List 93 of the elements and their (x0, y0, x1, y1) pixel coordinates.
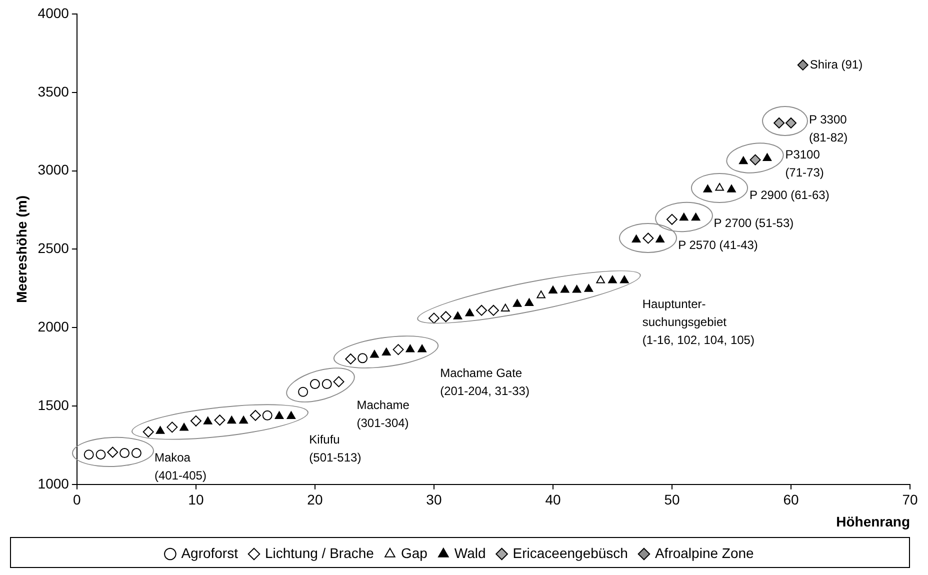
point (322, 379, 332, 390)
point (166, 422, 178, 433)
annotation: P3100 (71-73) (785, 148, 824, 180)
point (392, 344, 404, 356)
point (274, 411, 284, 419)
annotation: Shira (91) (810, 57, 863, 72)
annotation: P 2900 (61-63) (749, 188, 830, 202)
point (596, 276, 605, 284)
point (738, 156, 748, 164)
point (476, 304, 488, 316)
point (620, 276, 629, 284)
point (656, 234, 664, 243)
y-tick-label: 3000 (38, 162, 70, 178)
legend-label: Wald (454, 544, 486, 561)
point (750, 154, 761, 166)
x-axis-title: Höhenrang (836, 513, 910, 530)
point (406, 344, 415, 352)
point (418, 344, 426, 352)
point (190, 415, 202, 426)
point (584, 284, 594, 292)
point (548, 286, 558, 294)
point (453, 312, 462, 320)
point (107, 446, 118, 458)
point (762, 153, 772, 162)
point (84, 450, 94, 460)
annotation: P 2700 (51-53) (714, 216, 794, 230)
point (250, 410, 261, 421)
point (286, 411, 296, 419)
annotation: Kifufu (501-513) (309, 432, 362, 465)
legend-label: Gap (400, 544, 428, 561)
point (500, 304, 510, 312)
point (239, 416, 248, 424)
legend-label: Ericaceengebüsch (512, 544, 628, 561)
annotation: P 2570 (41-43) (678, 238, 758, 252)
annotation: Machame (301-304) (356, 398, 410, 430)
y-tick-label: 1500 (38, 396, 70, 413)
point (214, 414, 226, 426)
x-tick-label: 40 (545, 492, 561, 508)
point (488, 304, 499, 316)
point (608, 276, 617, 284)
point (560, 284, 570, 293)
point (180, 422, 188, 431)
point (370, 350, 379, 358)
point (227, 416, 236, 424)
point (666, 214, 678, 225)
x-tick-label: 10 (188, 492, 204, 508)
legend-label: Agroforst (181, 544, 238, 561)
point (715, 183, 724, 191)
point (536, 290, 546, 298)
x-tick-label: 50 (664, 492, 680, 508)
x-tick-label: 20 (307, 492, 323, 508)
y-tick-label: 1000 (38, 475, 70, 492)
point (465, 308, 474, 316)
annotation: Makoa (401-405) (154, 450, 206, 483)
point (131, 448, 142, 458)
point (96, 450, 106, 460)
point (797, 59, 808, 70)
x-tick-label: 30 (426, 492, 442, 508)
annotation: Hauptunter- suchungsgebiet (1-16, 102, 104, 105) (642, 296, 754, 347)
point (156, 426, 165, 434)
point (382, 348, 391, 356)
legend-label: Afroalpine Zone (654, 544, 754, 561)
point (524, 298, 534, 306)
legend-label: Lichtung / Brache (264, 544, 374, 561)
x-tick-label: 60 (783, 492, 799, 508)
y-tick-label: 4000 (38, 4, 70, 21)
point (262, 410, 272, 420)
point (203, 416, 212, 424)
annotation: Machame Gate (201-204, 31-33) (440, 366, 530, 398)
y-tick-label: 3500 (38, 83, 70, 100)
annotation: P 3300 (81-82) (808, 112, 848, 144)
point (691, 212, 700, 221)
point (642, 232, 654, 244)
point (333, 376, 344, 388)
point (440, 311, 452, 322)
point (512, 299, 522, 307)
point (310, 379, 320, 390)
point (142, 426, 154, 438)
point (345, 353, 356, 364)
point (703, 184, 712, 192)
point (572, 284, 582, 293)
y-tick-label: 2500 (38, 240, 70, 256)
point (632, 234, 641, 243)
point (428, 312, 440, 324)
point (358, 353, 368, 364)
point (679, 212, 688, 221)
x-tick-label: 70 (902, 492, 918, 508)
x-tick-label: 0 (73, 492, 82, 508)
y-tick-label: 2000 (38, 318, 70, 334)
y-axis-title: Meereshöhe (m) (13, 196, 30, 303)
point (727, 184, 736, 192)
point (120, 448, 130, 458)
point (298, 386, 308, 397)
